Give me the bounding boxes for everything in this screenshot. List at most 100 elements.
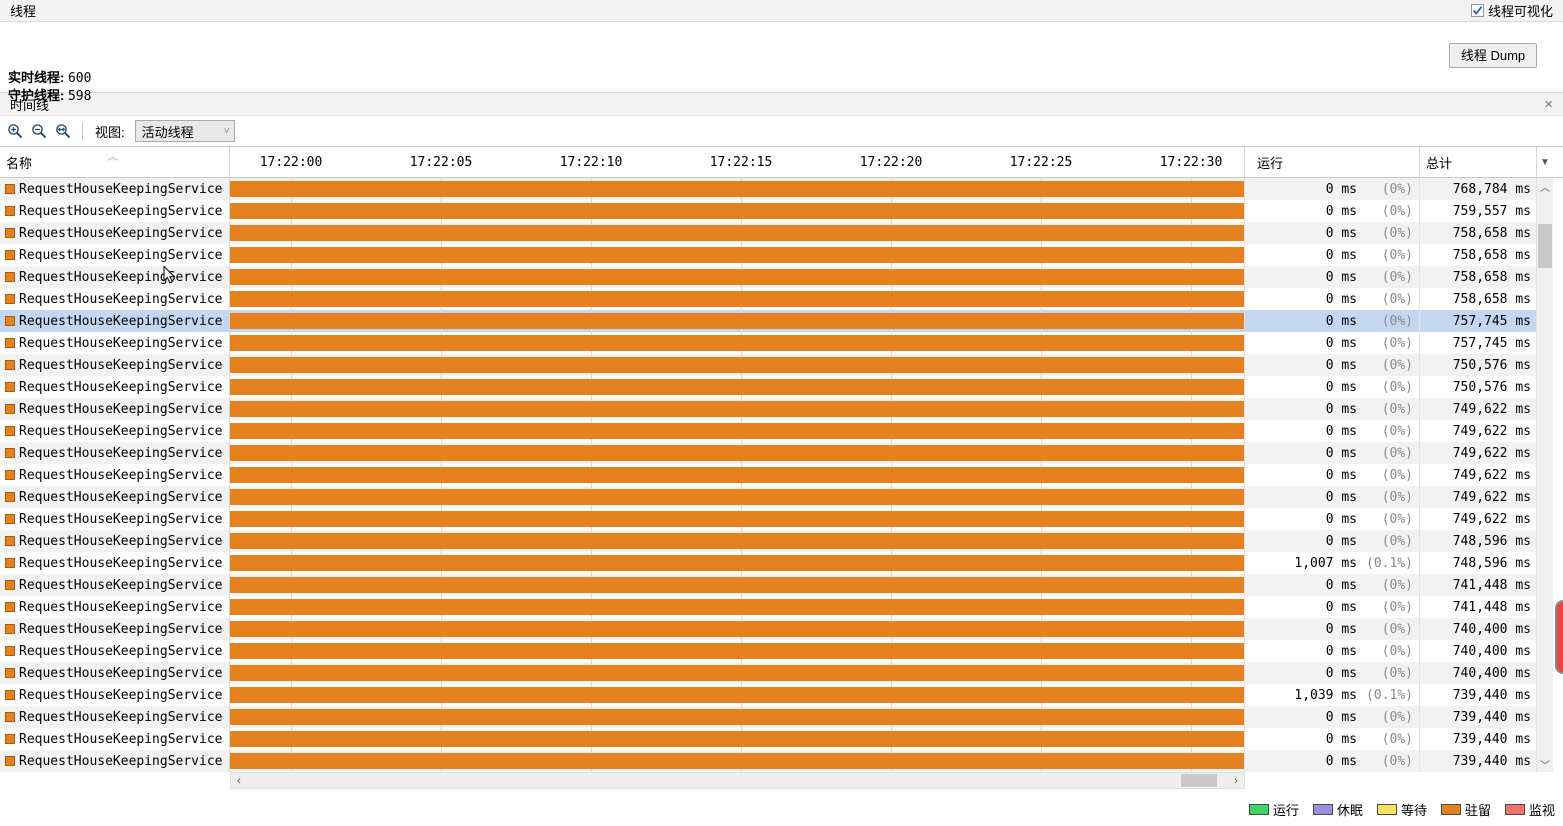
table-row[interactable]: RequestHouseKeepingService 0 ms (0%) 740,40…: [0, 662, 1537, 684]
timeline-cell[interactable]: [230, 442, 1245, 464]
table-row[interactable]: RequestHouseKeepingService 0 ms (0%) 741,44…: [0, 596, 1537, 618]
thread-name-cell[interactable]: RequestHouseKeepingService: [0, 684, 230, 706]
timeline-cell[interactable]: [230, 530, 1245, 552]
thread-dump-button[interactable]: 线程 Dump: [1449, 43, 1537, 68]
thread-name-cell[interactable]: RequestHouseKeepingService: [0, 222, 230, 244]
timeline-cell[interactable]: [230, 662, 1245, 684]
timeline-cell[interactable]: [230, 596, 1245, 618]
timeline-cell[interactable]: [230, 464, 1245, 486]
horizontal-scrollbar[interactable]: ‹ ›: [230, 772, 1245, 789]
thread-name-cell[interactable]: RequestHouseKeepingService: [0, 376, 230, 398]
thread-name-cell[interactable]: RequestHouseKeepingService: [0, 442, 230, 464]
thread-name-cell[interactable]: RequestHouseKeepingService: [0, 178, 230, 200]
scroll-up-icon[interactable]: ︿: [1540, 182, 1550, 194]
vertical-scrollbar-thumb[interactable]: [1538, 224, 1552, 268]
thread-name-cell[interactable]: RequestHouseKeepingService: [0, 244, 230, 266]
timeline-cell[interactable]: [230, 640, 1245, 662]
table-row[interactable]: RequestHouseKeepingService 0 ms (0%) 749,62…: [0, 486, 1537, 508]
thread-name-cell[interactable]: RequestHouseKeepingService: [0, 662, 230, 684]
timeline-cell[interactable]: [230, 552, 1245, 574]
timeline-cell[interactable]: [230, 750, 1245, 772]
table-row[interactable]: RequestHouseKeepingService 0 ms (0%) 739,44…: [0, 706, 1537, 728]
zoom-out-icon[interactable]: [30, 122, 48, 140]
table-row[interactable]: RequestHouseKeepingService 0 ms (0%) 740,40…: [0, 618, 1537, 640]
timeline-cell[interactable]: [230, 508, 1245, 530]
table-row[interactable]: RequestHouseKeepingService 0 ms (0%) 757,74…: [0, 310, 1537, 332]
table-row[interactable]: RequestHouseKeepingService 0 ms (0%) 758,65…: [0, 288, 1537, 310]
vertical-scrollbar[interactable]: ︿ ﹀: [1537, 178, 1553, 772]
table-row[interactable]: RequestHouseKeepingService 0 ms (0%) 758,65…: [0, 266, 1537, 288]
timeline-cell[interactable]: [230, 244, 1245, 266]
table-row[interactable]: RequestHouseKeepingService 0 ms (0%) 749,62…: [0, 442, 1537, 464]
table-row[interactable]: RequestHouseKeepingService 0 ms (0%) 750,57…: [0, 376, 1537, 398]
table-row[interactable]: RequestHouseKeepingService 1,039 ms (0.1%)…: [0, 684, 1537, 706]
view-dropdown[interactable]: 活动线程 ˅: [134, 120, 235, 142]
table-row[interactable]: RequestHouseKeepingService 1,007 ms (0.1%)…: [0, 552, 1537, 574]
thread-name-cell[interactable]: RequestHouseKeepingService: [0, 530, 230, 552]
thread-name-cell[interactable]: RequestHouseKeepingService: [0, 640, 230, 662]
timeline-cell[interactable]: [230, 376, 1245, 398]
timeline-cell[interactable]: [230, 398, 1245, 420]
thread-name-cell[interactable]: RequestHouseKeepingService: [0, 420, 230, 442]
thread-name-cell[interactable]: RequestHouseKeepingService: [0, 750, 230, 772]
thread-name-cell[interactable]: RequestHouseKeepingService: [0, 354, 230, 376]
thread-name-cell[interactable]: RequestHouseKeepingService: [0, 398, 230, 420]
thread-name-cell[interactable]: RequestHouseKeepingService: [0, 574, 230, 596]
table-row[interactable]: RequestHouseKeepingService 0 ms (0%) 739,44…: [0, 750, 1537, 772]
table-row[interactable]: RequestHouseKeepingService 0 ms (0%) 768,78…: [0, 178, 1537, 200]
table-row[interactable]: RequestHouseKeepingService 0 ms (0%) 739,44…: [0, 728, 1537, 750]
thread-name-cell[interactable]: RequestHouseKeepingService: [0, 288, 230, 310]
table-row[interactable]: RequestHouseKeepingService 0 ms (0%) 740,40…: [0, 640, 1537, 662]
red-indicator-partial[interactable]: [1555, 600, 1563, 674]
column-header-running[interactable]: 运行: [1245, 147, 1420, 177]
thread-name-cell[interactable]: RequestHouseKeepingService: [0, 266, 230, 288]
scroll-down-icon[interactable]: ﹀: [1540, 760, 1550, 772]
column-selector-button[interactable]: ▼: [1540, 156, 1550, 168]
timeline-cell[interactable]: [230, 684, 1245, 706]
column-header-total[interactable]: 总计: [1420, 147, 1537, 177]
thread-name-cell[interactable]: RequestHouseKeepingService: [0, 618, 230, 640]
table-row[interactable]: RequestHouseKeepingService 0 ms (0%) 749,62…: [0, 508, 1537, 530]
table-row[interactable]: RequestHouseKeepingService 0 ms (0%) 750,57…: [0, 354, 1537, 376]
close-icon[interactable]: ×: [1544, 95, 1553, 113]
thread-name-cell[interactable]: RequestHouseKeepingService: [0, 552, 230, 574]
timeline-cell[interactable]: [230, 574, 1245, 596]
table-row[interactable]: RequestHouseKeepingService 0 ms (0%) 749,62…: [0, 420, 1537, 442]
scroll-left-icon[interactable]: ‹: [237, 774, 241, 787]
scroll-right-icon[interactable]: ›: [1234, 774, 1238, 787]
table-row[interactable]: RequestHouseKeepingService 0 ms (0%) 749,62…: [0, 464, 1537, 486]
thread-name-cell[interactable]: RequestHouseKeepingService: [0, 464, 230, 486]
timeline-cell[interactable]: [230, 486, 1245, 508]
timeline-cell[interactable]: [230, 728, 1245, 750]
timeline-cell[interactable]: [230, 706, 1245, 728]
table-row[interactable]: RequestHouseKeepingService 0 ms (0%) 741,44…: [0, 574, 1537, 596]
table-row[interactable]: RequestHouseKeepingService 0 ms (0%) 758,65…: [0, 244, 1537, 266]
table-row[interactable]: RequestHouseKeepingService 0 ms (0%) 759,55…: [0, 200, 1537, 222]
thread-name-cell[interactable]: RequestHouseKeepingService: [0, 200, 230, 222]
thread-name-cell[interactable]: RequestHouseKeepingService: [0, 508, 230, 530]
timeline-cell[interactable]: [230, 266, 1245, 288]
timeline-cell[interactable]: [230, 288, 1245, 310]
zoom-in-icon[interactable]: [6, 122, 24, 140]
timeline-cell[interactable]: [230, 222, 1245, 244]
table-row[interactable]: RequestHouseKeepingService 0 ms (0%) 757,74…: [0, 332, 1537, 354]
timeline-cell[interactable]: [230, 200, 1245, 222]
column-header-name[interactable]: 名称 ︿: [0, 147, 230, 177]
thread-visualization-checkbox[interactable]: [1470, 4, 1484, 17]
thread-name-cell[interactable]: RequestHouseKeepingService: [0, 706, 230, 728]
timeline-cell[interactable]: [230, 354, 1245, 376]
timeline-cell[interactable]: [230, 332, 1245, 354]
table-row[interactable]: RequestHouseKeepingService 0 ms (0%) 749,62…: [0, 398, 1537, 420]
thread-name-cell[interactable]: RequestHouseKeepingService: [0, 728, 230, 750]
horizontal-scrollbar-thumb[interactable]: [1181, 774, 1217, 787]
timeline-cell[interactable]: [230, 420, 1245, 442]
table-row[interactable]: RequestHouseKeepingService 0 ms (0%) 758,65…: [0, 222, 1537, 244]
thread-name-cell[interactable]: RequestHouseKeepingService: [0, 310, 230, 332]
timeline-cell[interactable]: [230, 310, 1245, 332]
timeline-cell[interactable]: [230, 618, 1245, 640]
thread-name-cell[interactable]: RequestHouseKeepingService: [0, 596, 230, 618]
zoom-fit-icon[interactable]: [54, 122, 72, 140]
table-row[interactable]: RequestHouseKeepingService 0 ms (0%) 748,59…: [0, 530, 1537, 552]
thread-name-cell[interactable]: RequestHouseKeepingService: [0, 486, 230, 508]
thread-name-cell[interactable]: RequestHouseKeepingService: [0, 332, 230, 354]
